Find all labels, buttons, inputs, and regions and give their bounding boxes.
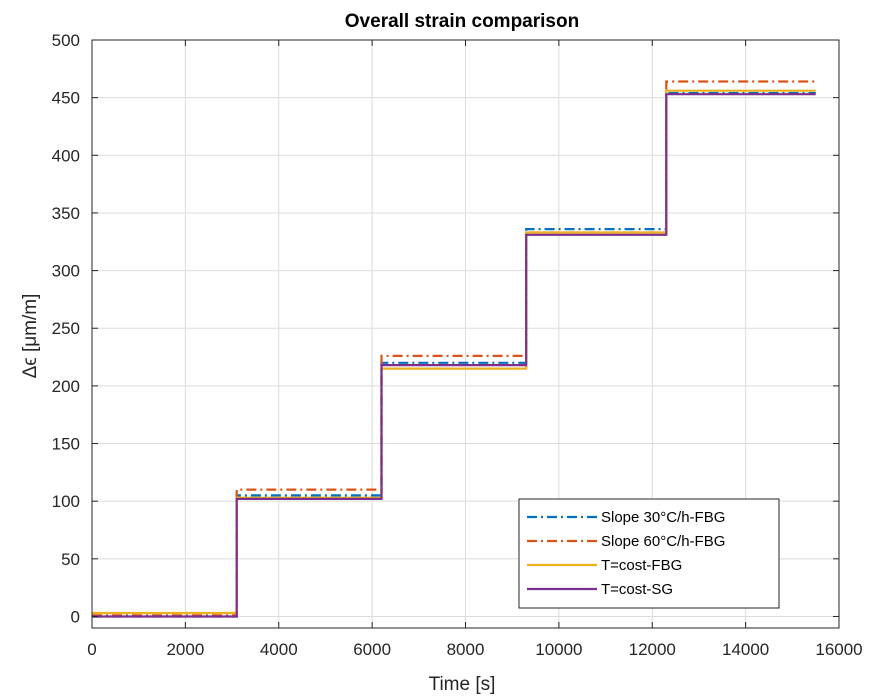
legend-entry-3: T=cost-FBG [601, 557, 682, 574]
x-tick-label: 12000 [629, 640, 676, 659]
x-tick-label: 0 [87, 640, 96, 659]
y-tick-label: 300 [52, 262, 80, 281]
x-tick-label: 2000 [166, 640, 204, 659]
legend-entry-1: Slope 30°C/h-FBG [601, 509, 725, 526]
x-tick-label: 10000 [535, 640, 582, 659]
y-tick-label: 400 [52, 146, 80, 165]
x-axis-label: Time [s] [429, 674, 496, 695]
y-axis-label: Δϵ [μm/m] [20, 294, 41, 379]
x-tick-label: 8000 [447, 640, 485, 659]
x-tick-label: 4000 [260, 640, 298, 659]
x-tick-label: 16000 [815, 640, 862, 659]
y-tick-label: 150 [52, 435, 80, 454]
y-tick-label: 50 [61, 550, 80, 569]
series-line-4 [92, 93, 816, 618]
legend: Slope 30°C/h-FBG Slope 60°C/h-FBG T=cost-F… [518, 498, 780, 609]
y-tick-label: 0 [71, 607, 80, 626]
legend-entry-4: T=cost-SG [601, 581, 673, 598]
x-tick-label: 14000 [722, 640, 769, 659]
y-tick-label: 250 [52, 319, 80, 338]
x-tick-label: 6000 [353, 640, 391, 659]
plot-series [92, 80, 816, 618]
chart-title: Overall strain comparison [345, 11, 579, 32]
y-tick-label: 350 [52, 204, 80, 223]
legend-entry-2: Slope 60°C/h-FBG [601, 533, 725, 550]
y-tick-label: 500 [52, 31, 80, 50]
y-tick-label: 450 [52, 89, 80, 108]
axis-ticks: 0 2000 4000 6000 8000 10000 12000 14000 16000 0 50… [52, 31, 863, 659]
y-tick-label: 100 [52, 492, 80, 511]
y-tick-label: 200 [52, 377, 80, 396]
